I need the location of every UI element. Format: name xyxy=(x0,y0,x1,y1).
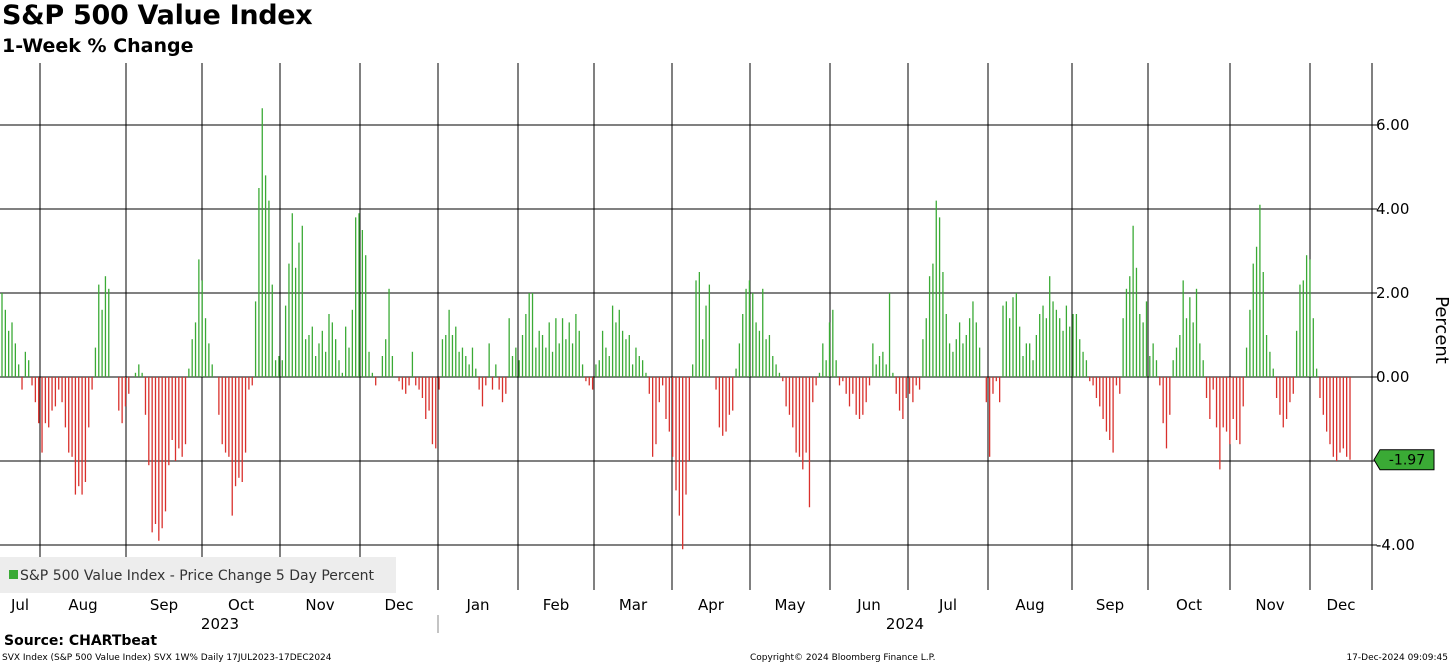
y-tick-label: 0.00 xyxy=(1376,368,1409,386)
x-tick-label: Aug xyxy=(1015,596,1044,614)
x-axis: Jul Aug Sep Oct Nov Dec Jan Feb Mar Apr May Jun Jul A… xyxy=(10,596,1356,633)
x-tick-label: Feb xyxy=(543,596,570,614)
last-value-tag xyxy=(1373,449,1435,471)
x-tick-label: Jan xyxy=(465,596,489,614)
legend-entry: S&P 500 Value Index - Price Change 5 Day… xyxy=(20,568,375,584)
x-tick-label: Oct xyxy=(228,596,254,614)
last-value-label: -1.97 xyxy=(1389,453,1425,469)
x-tick-label: Sep xyxy=(150,596,178,614)
y-tick-label: 2.00 xyxy=(1376,284,1409,302)
x-tick-label: Jun xyxy=(856,596,880,614)
y-tick-label: 6.00 xyxy=(1376,116,1409,134)
last-value-badge: -1.97 xyxy=(1373,449,1435,471)
footer-ticker-info: SVX Index (S&P 500 Value Index) SVX 1W% … xyxy=(2,653,332,663)
y-tick-label: 4.00 xyxy=(1376,200,1409,218)
y-tick-label: -4.00 xyxy=(1376,536,1415,554)
grid xyxy=(0,63,1372,590)
x-tick-label: Nov xyxy=(305,596,334,614)
legend: S&P 500 Value Index - Price Change 5 Day… xyxy=(0,557,396,593)
chart-title: S&P 500 Value Index xyxy=(2,0,313,31)
chart-subtitle: 1-Week % Change xyxy=(2,35,194,57)
x-tick-label: Nov xyxy=(1255,596,1284,614)
x-tick-label: Dec xyxy=(1326,596,1355,614)
source-label: Source: CHARTbeat xyxy=(4,633,158,649)
y-axis-title: Percent xyxy=(1431,296,1452,364)
x-year-label: 2024 xyxy=(886,615,924,633)
x-tick-label: Sep xyxy=(1096,596,1124,614)
x-tick-label: Jul xyxy=(10,596,29,614)
x-tick-label: May xyxy=(774,596,805,614)
bars xyxy=(1,108,1351,550)
x-tick-label: Aug xyxy=(68,596,97,614)
x-tick-label: Oct xyxy=(1176,596,1202,614)
x-tick-label: Apr xyxy=(698,596,725,614)
x-year-label: 2023 xyxy=(201,615,239,633)
x-tick-label: Dec xyxy=(384,596,413,614)
legend-swatch xyxy=(9,570,18,579)
footer-timestamp: 17-Dec-2024 09:09:45 xyxy=(1346,653,1448,663)
legend-box xyxy=(0,557,396,593)
x-tick-label: Mar xyxy=(619,596,648,614)
footer-copyright: Copyright© 2024 Bloomberg Finance L.P. xyxy=(750,653,936,663)
x-tick-label: Jul xyxy=(938,596,957,614)
